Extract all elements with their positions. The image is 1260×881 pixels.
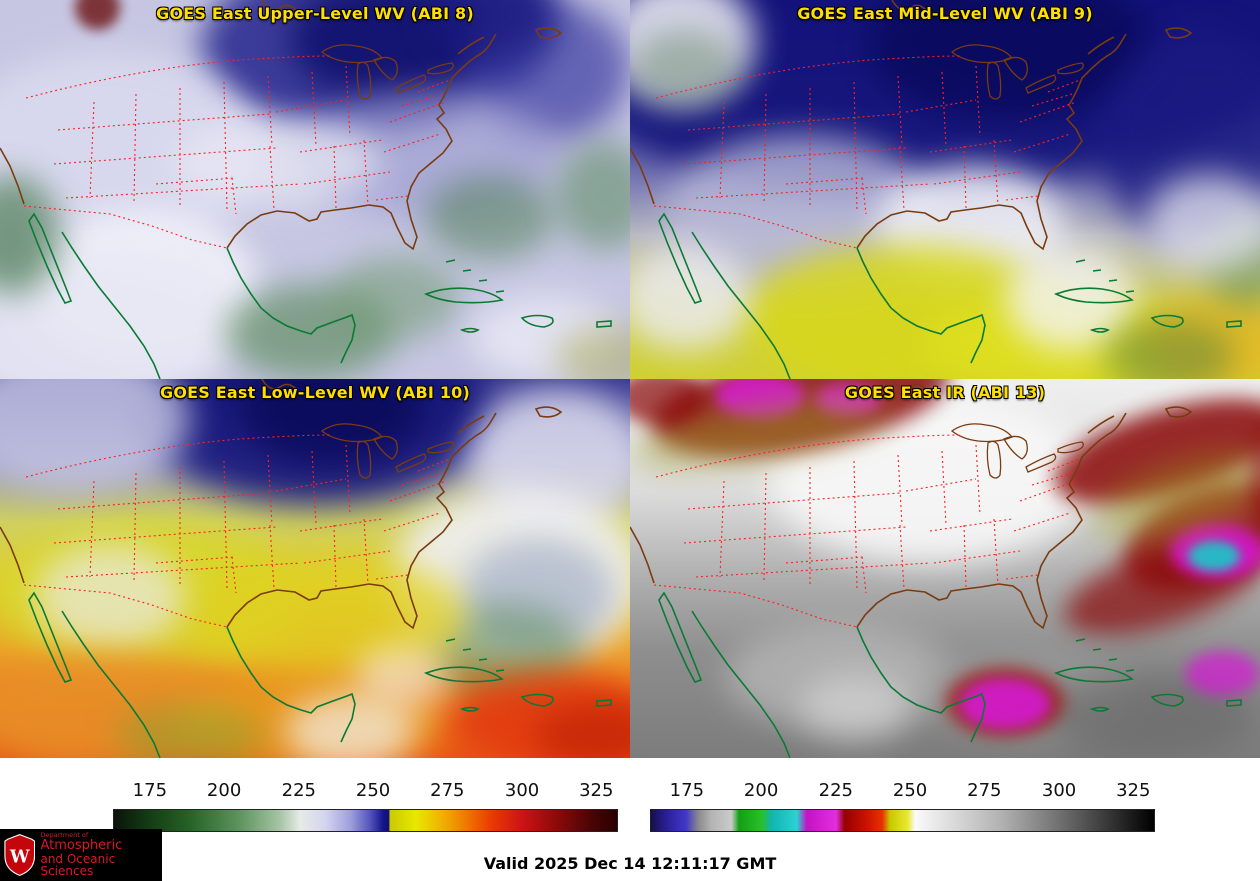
crest-letter: W xyxy=(9,846,30,867)
panel-title: GOES East Upper-Level WV (ABI 8) xyxy=(156,4,474,23)
ir-colorbar: 175 200 225 250 275 300 325 xyxy=(650,780,1155,832)
tick-label: 200 xyxy=(206,780,242,801)
logo-dept-line2: and Oceanic Sciences xyxy=(40,851,116,879)
valid-timestamp: Valid 2025 Dec 14 12:11:17 GMT xyxy=(483,854,777,873)
wv-colorbar: 175 200 225 250 275 300 325 xyxy=(113,780,618,832)
panel-title: GOES East Mid-Level WV (ABI 9) xyxy=(797,4,1093,23)
tick-label: 300 xyxy=(1041,780,1077,801)
tick-label: 300 xyxy=(504,780,540,801)
tick-label: 225 xyxy=(818,780,854,801)
tick-label: 250 xyxy=(892,780,928,801)
panel-low-level-wv: GOES East Low-Level WV (ABI 10) xyxy=(0,379,630,758)
ir-colorbar-ticks: 175 200 225 250 275 300 325 xyxy=(650,780,1155,806)
wv-colorbar-strip xyxy=(113,809,618,832)
tick-label: 275 xyxy=(430,780,465,801)
logo-dept-line1: Atmospheric xyxy=(40,837,123,853)
tick-label: 225 xyxy=(281,780,317,801)
uw-crest-icon: W xyxy=(4,834,36,876)
logo-text: Department of Atmospheric and Oceanic Sc… xyxy=(40,832,162,878)
panel-grid: GOES East Upper-Level WV (ABI 8) xyxy=(0,0,1260,758)
tick-label: 250 xyxy=(355,780,391,801)
panel-mid-level-wv: GOES East Mid-Level WV (ABI 9) xyxy=(630,0,1260,379)
ir-colorbar-strip xyxy=(650,809,1155,832)
panel-title: GOES East Low-Level WV (ABI 10) xyxy=(159,383,470,402)
tick-label: 175 xyxy=(132,780,168,801)
logo-dept-small: Department of xyxy=(40,831,89,840)
tick-label: 325 xyxy=(1116,780,1151,801)
panel-ir: GOES East IR (ABI 13) xyxy=(630,379,1260,758)
panel-title: GOES East IR (ABI 13) xyxy=(844,383,1046,402)
footer: 175 200 225 250 275 300 325 175 200 225 … xyxy=(0,758,1260,881)
tick-label: 275 xyxy=(967,780,1002,801)
uw-aos-logo: W Department of Atmospheric and Oceanic … xyxy=(0,829,162,881)
wv-colorbar-ticks: 175 200 225 250 275 300 325 xyxy=(113,780,618,806)
tick-label: 175 xyxy=(669,780,705,801)
tick-label: 200 xyxy=(743,780,779,801)
tick-label: 325 xyxy=(579,780,614,801)
panel-upper-level-wv: GOES East Upper-Level WV (ABI 8) xyxy=(0,0,630,379)
